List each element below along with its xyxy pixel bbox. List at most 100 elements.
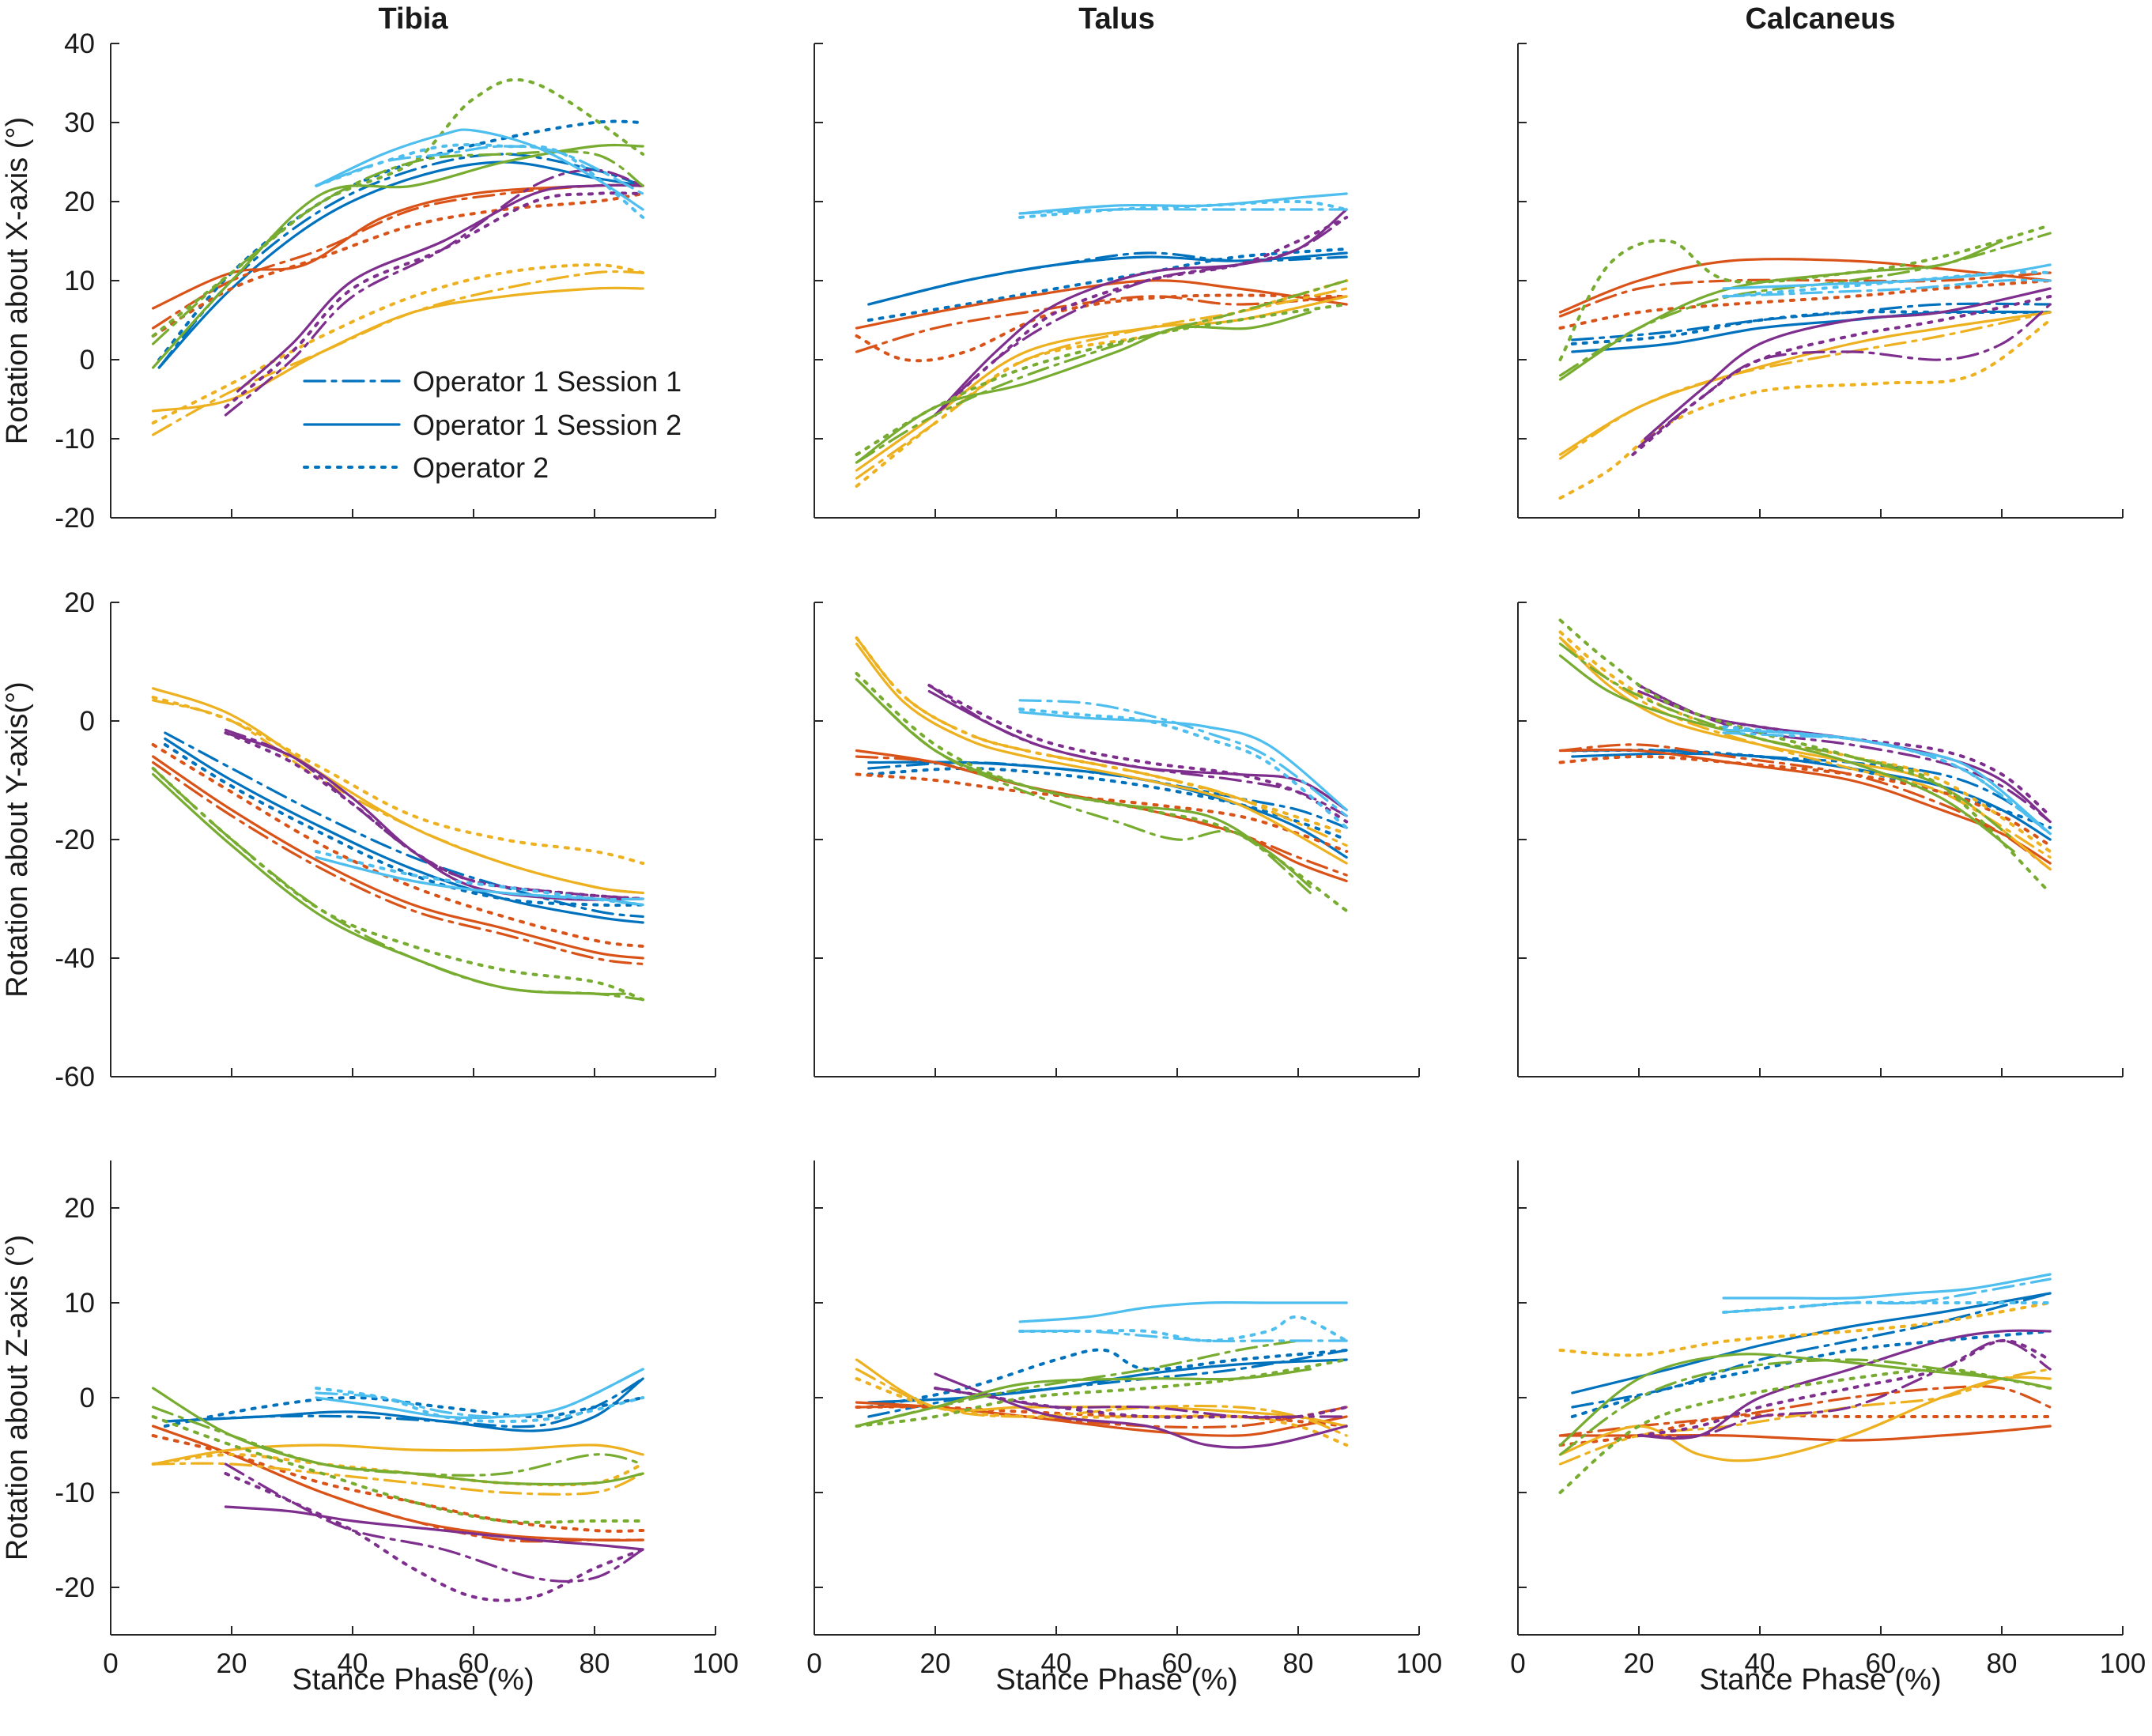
series-purple-dotted (927, 684, 1349, 824)
y-tick-label: 20 (64, 1193, 95, 1224)
x-tick-label: 20 (920, 1648, 951, 1679)
panel-calcaneus-z: 0 20 40 60 80 100 (1510, 1160, 2146, 1679)
series-orange-dashdot (152, 760, 644, 966)
x-tick-label: 100 (2100, 1648, 2146, 1679)
series-yellow-dotted (855, 279, 1349, 488)
series-green-dotted (151, 77, 645, 338)
series-blue-solid (867, 1358, 1348, 1404)
series-lightblue-dotted (1722, 1300, 2052, 1314)
series-yellow-dotted (1558, 1301, 2052, 1357)
series-purple-dotted (224, 1472, 645, 1602)
series-yellow-solid (855, 642, 1348, 865)
series-green-solid (1558, 1353, 2052, 1447)
y-axis-label-x: Rotation about X-axis (°) (1, 117, 34, 444)
x-tick-label: 40 (1041, 1648, 1072, 1679)
x-tick-label: 80 (580, 1648, 610, 1679)
series-purple-solid (934, 1372, 1348, 1449)
series-orange-dotted (151, 743, 645, 948)
series-orange-solid (152, 755, 644, 960)
y-tick-label: 10 (64, 266, 95, 296)
series-blue-dotted (866, 247, 1349, 322)
legend: Operator 1 Session 1 Operator 1 Session 2… (303, 365, 681, 484)
x-tick-label: 40 (1745, 1648, 1776, 1679)
curve-group (1558, 224, 2052, 500)
series-purple-dashdot (224, 168, 644, 417)
y-tick-label: 0 (80, 706, 95, 737)
legend-label: Operator 1 Session 1 (413, 365, 681, 398)
series-lightblue-solid (315, 128, 644, 211)
panel-tibia-z: -20 -10 0 10 20 0 20 40 60 80 100 (55, 1160, 738, 1679)
panel-calcaneus-y (1517, 602, 2124, 1077)
series-green-solid (855, 1368, 1312, 1428)
series-orange-dotted (855, 293, 1349, 363)
series-green-solid (152, 1387, 644, 1486)
curve-group (1558, 618, 2052, 895)
series-orange-solid (855, 279, 1348, 330)
series-green-dotted (1558, 1368, 2052, 1494)
x-tick-label: 0 (1510, 1648, 1525, 1679)
y-tick-label: -10 (55, 424, 95, 455)
series-yellow-dotted (1558, 319, 2052, 500)
panel-talus-y (814, 602, 1420, 1077)
series-yellow-dashdot (152, 1462, 644, 1496)
series-purple-solid (236, 183, 644, 393)
series-lightblue-solid (1722, 1273, 2052, 1300)
series-green-dashdot (855, 279, 1348, 464)
series-orange-dashdot (1558, 743, 2052, 871)
series-yellow-solid (152, 1444, 644, 1466)
series-blue-dashdot (867, 1349, 1348, 1418)
series-yellow-dotted (151, 696, 645, 865)
y-tick-label: -20 (55, 1572, 95, 1603)
y-tick-label: 20 (64, 187, 95, 217)
series-lightblue-dashdot (1018, 208, 1348, 215)
x-tick-label: 20 (1624, 1648, 1655, 1679)
series-lightblue-dashdot (1722, 278, 2052, 298)
series-yellow-solid (152, 286, 644, 413)
column-title-talus: Talus (1078, 2, 1154, 36)
y-tick-label: -20 (55, 825, 95, 855)
x-axis-label: Stance Phase (%) (995, 1663, 1237, 1696)
series-orange-dotted (151, 192, 645, 338)
series-lightblue-dashdot (315, 145, 644, 195)
series-lightblue-solid (315, 1368, 644, 1420)
series-blue-solid (164, 1377, 644, 1432)
series-purple-dotted (1631, 295, 2052, 456)
series-blue-dashdot (164, 731, 644, 919)
curve-group (151, 77, 645, 436)
y-tick-label: -20 (55, 503, 95, 534)
series-blue-dotted (866, 1348, 1349, 1409)
series-orange-dotted (1558, 279, 2052, 330)
series-green-dotted (855, 303, 1349, 456)
series-purple-solid (224, 1505, 644, 1551)
series-purple-dotted (934, 216, 1349, 417)
y-tick-label: -60 (55, 1062, 95, 1093)
series-green-solid (152, 143, 644, 369)
panel-talus-x (814, 43, 1420, 519)
series-lightblue-dotted (1722, 725, 2052, 836)
series-purple-dotted (1637, 1338, 2052, 1437)
x-tick-label: 80 (1283, 1648, 1314, 1679)
x-tick-label: 60 (1162, 1648, 1193, 1679)
series-lightblue-dotted (1018, 199, 1349, 219)
series-blue-dotted (163, 1396, 645, 1428)
x-tick-label: 20 (217, 1648, 247, 1679)
series-lightblue-dotted (315, 143, 645, 219)
series-yellow-solid (1558, 311, 2052, 456)
x-tick-label: 80 (1987, 1648, 2018, 1679)
series-lightblue-dashdot (1018, 699, 1348, 817)
series-purple-dashdot (934, 1387, 1348, 1419)
y-axis-label-y: Rotation about Y-axis(°) (1, 681, 34, 998)
y-tick-label: 0 (80, 345, 95, 376)
series-purple-dashdot (1637, 303, 2052, 448)
y-tick-label: 20 (64, 587, 95, 618)
series-purple-dashdot (224, 1462, 644, 1583)
series-orange-solid (1558, 748, 2052, 865)
series-blue-dotted (163, 743, 645, 908)
series-purple-solid (1637, 1329, 2052, 1440)
series-lightblue-dotted (1722, 270, 2052, 298)
series-orange-solid (1558, 258, 2052, 314)
x-axis-label: Stance Phase (%) (1699, 1663, 1941, 1696)
curve-group (1558, 1273, 2052, 1494)
series-purple-dotted (934, 1387, 1349, 1419)
